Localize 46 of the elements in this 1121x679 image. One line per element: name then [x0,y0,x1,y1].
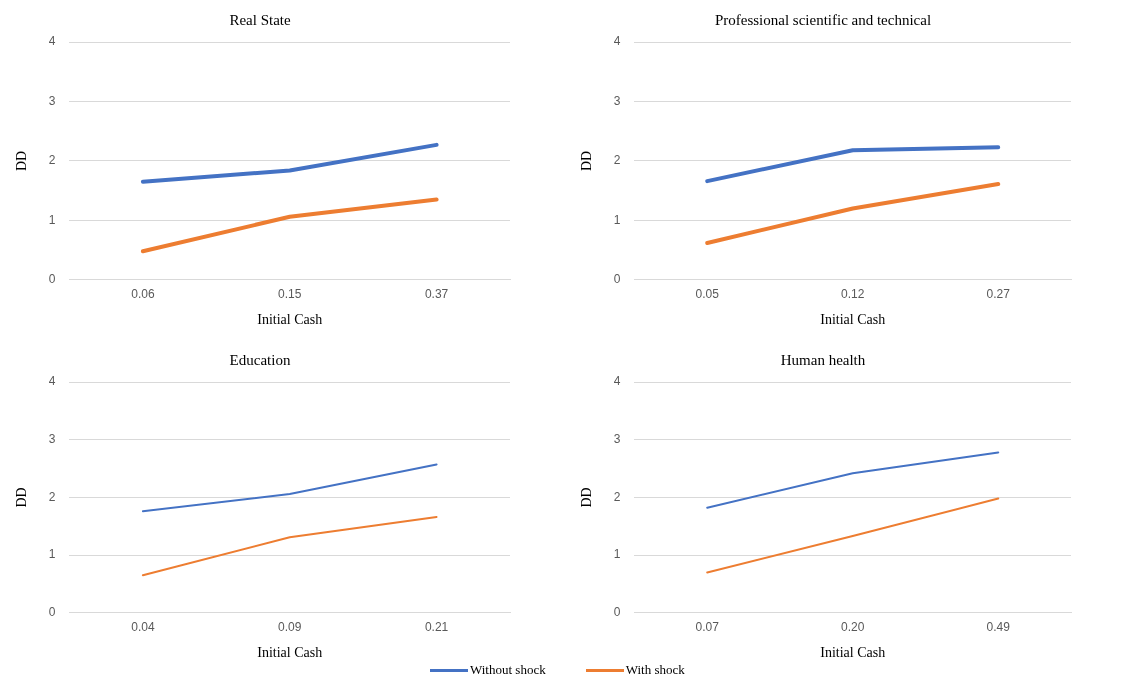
y-tick-label: 4 [48,374,56,389]
y-tick-label: 0 [48,605,56,620]
y-tick-label: 3 [48,432,56,447]
chart-title: Real State [229,11,291,28]
y-tick-label: 4 [613,374,621,389]
x-tick-label: 0.07 [695,620,720,635]
y-tick-label: 1 [613,547,621,562]
x-tick-label: 0.37 [424,287,449,302]
y-tick-label: 3 [613,93,621,108]
y-tick-label: 2 [48,489,56,504]
x-axis-title: Initial Cash [820,312,886,328]
y-axis-title: DD [14,150,30,172]
chart-title: Professional scientific and technical [714,11,932,28]
y-tick-label: 2 [613,153,621,168]
legend-label: With shock [625,662,685,678]
y-tick-label: 0 [613,272,621,287]
chart-title: Human health [780,351,866,368]
y-axis-title: DD [579,487,595,508]
x-axis-title: Initial Cash [257,645,323,661]
x-tick-label: 0.27 [986,287,1011,302]
legend-label: Without shock [470,662,546,678]
x-tick-label: 0.20 [841,620,865,635]
chart-title: Education [229,351,291,368]
y-tick-label: 2 [48,153,56,168]
x-tick-label: 0.06 [131,287,155,302]
x-tick-label: 0.05 [695,287,720,302]
x-tick-label: 0.49 [986,620,1011,635]
y-tick-label: 0 [613,605,621,620]
y-tick-label: 1 [48,547,56,562]
y-tick-label: 4 [613,34,621,49]
y-axis-title: DD [14,487,30,508]
y-tick-label: 2 [613,489,621,504]
y-tick-label: 4 [48,34,56,49]
y-tick-label: 1 [48,212,56,227]
x-tick-label: 0.21 [424,620,449,635]
x-tick-label: 0.15 [278,287,302,302]
y-tick-label: 0 [48,272,56,287]
y-tick-label: 3 [613,432,621,447]
x-tick-label: 0.09 [278,620,302,635]
x-tick-label: 0.04 [131,620,155,635]
y-tick-label: 1 [613,212,621,227]
y-axis-title: DD [579,150,595,172]
x-axis-title: Initial Cash [257,312,323,328]
x-axis-title: Initial Cash [820,645,886,661]
x-tick-label: 0.12 [841,287,865,302]
y-tick-label: 3 [48,93,56,108]
